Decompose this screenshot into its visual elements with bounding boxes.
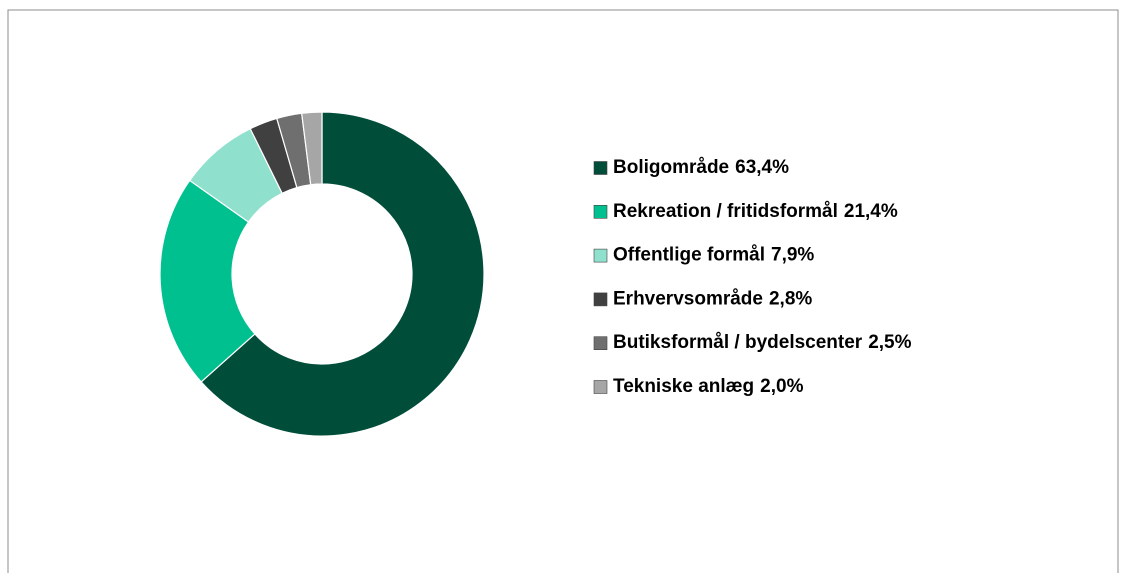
legend-category: Erhvervsområde xyxy=(613,288,763,309)
legend-value: 2,8% xyxy=(769,288,812,309)
legend-swatch xyxy=(593,205,608,219)
legend-swatch xyxy=(593,292,608,307)
legend-swatch xyxy=(593,380,608,394)
donut-slice xyxy=(159,179,256,383)
legend-value: 63,4% xyxy=(735,157,789,178)
legend-label: Offentlige formål 7,9% xyxy=(613,245,814,266)
legend-swatch xyxy=(593,336,608,351)
legend-value: 2,0% xyxy=(760,376,803,397)
legend-value: 21,4% xyxy=(844,201,898,222)
legend-category: Offentlige formål xyxy=(613,245,765,266)
legend-value: 7,9% xyxy=(771,245,814,266)
legend-label: Rekreation / fritidsformål 21,4% xyxy=(613,201,898,222)
chart-frame xyxy=(7,9,1119,573)
legend-swatch xyxy=(593,161,608,175)
legend-swatch xyxy=(593,248,608,263)
donut-slice xyxy=(200,111,485,437)
legend-category: Butiksformål / bydelscenter xyxy=(613,332,863,353)
legend-value: 2,5% xyxy=(868,332,911,353)
legend-category: Rekreation / fritidsformål xyxy=(613,201,838,222)
legend-label: Tekniske anlæg 2,0% xyxy=(613,376,804,397)
legend-label: Boligområde 63,4% xyxy=(613,157,789,178)
legend-label: Erhvervsområde 2,8% xyxy=(613,288,812,309)
legend-label: Butiksformål / bydelscenter 2,5% xyxy=(613,332,912,353)
donut-slice xyxy=(301,111,323,186)
legend-category: Boligområde xyxy=(613,157,729,178)
legend-category: Tekniske anlæg xyxy=(613,376,754,397)
